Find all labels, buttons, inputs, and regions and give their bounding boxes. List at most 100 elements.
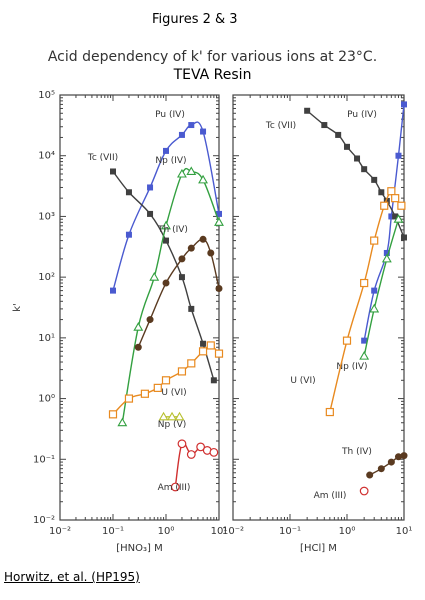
data-point <box>200 128 207 135</box>
data-point <box>110 168 116 175</box>
data-point <box>196 442 206 452</box>
series-np-iv: Np (IV) <box>117 156 224 427</box>
series-label: U (VI) <box>161 388 186 398</box>
series-label: Np (IV) <box>155 156 186 166</box>
data-point <box>392 213 399 220</box>
data-point <box>158 411 169 421</box>
y-tick-label: 10² <box>38 272 55 283</box>
data-point <box>378 189 385 196</box>
data-point <box>200 340 207 347</box>
data-point <box>163 147 169 154</box>
data-point <box>395 152 402 159</box>
plot-frame <box>59 94 220 521</box>
x-axis-label: [HNO₃] M <box>116 543 163 554</box>
series-am-iii: Am (III) <box>314 486 369 501</box>
series-line <box>363 219 400 357</box>
data-point <box>198 347 208 356</box>
data-point <box>140 389 150 398</box>
data-point <box>366 471 374 479</box>
data-point <box>214 349 224 358</box>
series-np-v: Np (V) <box>158 411 187 430</box>
series-line <box>112 121 220 291</box>
data-point <box>359 351 370 360</box>
data-point <box>188 305 195 312</box>
x-tick-label: 10⁻¹ <box>102 526 124 537</box>
x-tick-label: 10⁻² <box>222 526 244 537</box>
data-point <box>186 450 196 459</box>
data-point <box>394 453 402 461</box>
chart-subtitle: TEVA Resin <box>173 67 252 83</box>
series-label: Np (V) <box>158 420 187 430</box>
x-tick-label: 10⁰ <box>339 526 356 537</box>
data-point <box>108 410 118 419</box>
data-point <box>124 394 134 403</box>
data-point <box>153 383 162 392</box>
series-label: Am (III) <box>314 491 347 501</box>
data-point <box>199 235 207 243</box>
series-label: Th (IV) <box>157 225 188 235</box>
data-point <box>198 174 208 184</box>
data-point <box>342 336 352 345</box>
series-u-vi: U (VI) <box>290 187 406 417</box>
data-point <box>163 237 169 244</box>
series-np-iv: Np (IV) <box>336 214 404 372</box>
data-point <box>321 122 328 129</box>
data-point <box>216 210 222 217</box>
data-point <box>133 322 144 331</box>
data-point <box>178 131 185 138</box>
y-axis-label: k' <box>12 303 23 312</box>
series-th-iv: Th (IV) <box>341 447 408 479</box>
x-tick-label: 10⁰ <box>158 526 175 537</box>
data-point <box>188 122 195 129</box>
y-tick-label: 10¹ <box>38 333 55 344</box>
y-tick-label: 10⁴ <box>38 151 55 162</box>
data-point <box>149 272 160 281</box>
data-point <box>134 343 142 351</box>
series-label: Th (IV) <box>341 447 372 457</box>
data-point <box>187 244 195 252</box>
series-line <box>363 104 405 341</box>
data-point <box>400 452 408 460</box>
data-point <box>170 482 180 492</box>
data-point <box>207 249 215 257</box>
data-point <box>354 155 361 162</box>
data-point <box>147 210 154 217</box>
data-point <box>206 341 215 350</box>
data-point <box>371 287 378 294</box>
series-line <box>121 167 220 423</box>
series-line <box>137 238 220 348</box>
data-point <box>335 131 342 138</box>
data-point <box>167 411 177 421</box>
data-point <box>344 143 350 150</box>
data-point <box>383 249 390 256</box>
data-point <box>161 376 171 385</box>
data-point <box>359 486 369 496</box>
data-point <box>397 201 406 210</box>
data-point <box>370 236 379 245</box>
data-point <box>361 337 368 344</box>
data-point <box>162 279 170 287</box>
data-point <box>210 377 217 384</box>
data-point <box>391 194 400 203</box>
data-point <box>371 176 378 183</box>
series-label: Pu (IV) <box>155 110 185 120</box>
series-label: Tc (VII) <box>265 121 296 131</box>
y-tick-label: 10⁻² <box>33 515 55 526</box>
series-label: Am (III) <box>158 483 191 493</box>
series-tc-vii: Tc (VII) <box>87 153 217 384</box>
y-tick-label: 10⁰ <box>38 394 55 405</box>
data-point <box>388 213 395 220</box>
data-point <box>174 411 185 421</box>
data-point <box>214 217 224 226</box>
data-point <box>177 367 187 376</box>
y-tick-label: 10³ <box>38 211 55 222</box>
data-point <box>369 303 380 313</box>
series-tc-vii: Tc (VII) <box>265 107 407 241</box>
data-point <box>387 458 395 466</box>
series-line <box>112 171 215 381</box>
plot-frame <box>232 94 405 521</box>
x-tick-label: 10⁻² <box>49 526 71 537</box>
data-point <box>161 220 171 230</box>
data-point <box>401 101 407 108</box>
data-point <box>304 107 311 114</box>
